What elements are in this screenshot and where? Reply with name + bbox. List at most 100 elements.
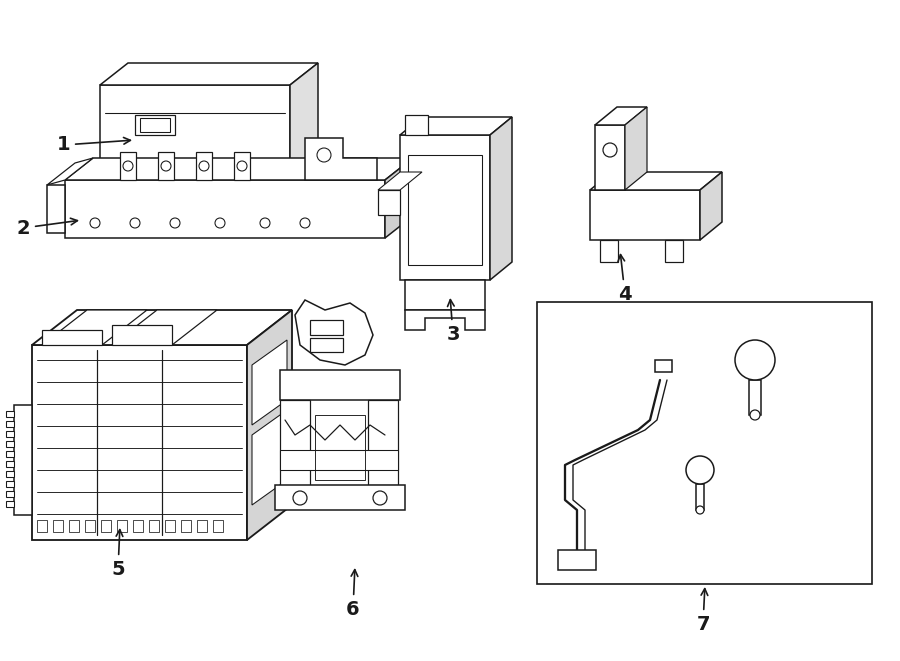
Polygon shape (490, 117, 512, 280)
Polygon shape (378, 172, 422, 190)
Polygon shape (14, 405, 32, 515)
Text: 4: 4 (618, 254, 632, 304)
Polygon shape (112, 325, 172, 345)
Polygon shape (6, 431, 14, 437)
Polygon shape (117, 520, 127, 532)
Polygon shape (6, 481, 14, 487)
Polygon shape (665, 240, 683, 262)
Text: 6: 6 (346, 570, 360, 619)
Polygon shape (65, 180, 385, 238)
Polygon shape (275, 485, 405, 510)
Polygon shape (37, 520, 47, 532)
Polygon shape (101, 520, 111, 532)
Polygon shape (6, 501, 14, 507)
Circle shape (300, 218, 310, 228)
Text: 2: 2 (16, 218, 77, 237)
Polygon shape (247, 310, 292, 540)
Polygon shape (590, 172, 722, 190)
Polygon shape (6, 461, 14, 467)
Circle shape (170, 218, 180, 228)
Polygon shape (42, 310, 147, 345)
Polygon shape (165, 520, 175, 532)
Polygon shape (558, 550, 596, 570)
Polygon shape (310, 338, 343, 352)
Circle shape (237, 161, 247, 171)
Polygon shape (158, 152, 174, 180)
Polygon shape (600, 240, 618, 262)
Polygon shape (112, 310, 217, 345)
Circle shape (696, 506, 704, 514)
Circle shape (260, 218, 270, 228)
Polygon shape (749, 380, 761, 415)
Polygon shape (252, 340, 287, 425)
Polygon shape (6, 421, 14, 427)
Polygon shape (590, 190, 700, 240)
Polygon shape (100, 63, 318, 85)
Circle shape (735, 340, 775, 380)
Polygon shape (408, 155, 482, 265)
Polygon shape (625, 107, 647, 190)
Circle shape (317, 148, 331, 162)
Polygon shape (133, 520, 143, 532)
Polygon shape (400, 117, 512, 135)
Polygon shape (295, 300, 373, 365)
Polygon shape (181, 520, 191, 532)
Polygon shape (700, 172, 722, 240)
Circle shape (161, 161, 171, 171)
Circle shape (90, 218, 100, 228)
Polygon shape (305, 138, 377, 180)
Polygon shape (47, 185, 65, 233)
Polygon shape (149, 520, 159, 532)
Polygon shape (6, 411, 14, 417)
Polygon shape (6, 491, 14, 497)
Circle shape (130, 218, 140, 228)
Polygon shape (213, 520, 223, 532)
Polygon shape (197, 520, 207, 532)
Polygon shape (405, 310, 485, 330)
Polygon shape (53, 520, 63, 532)
Polygon shape (310, 320, 343, 335)
Circle shape (293, 491, 307, 505)
Polygon shape (32, 310, 292, 345)
Polygon shape (280, 370, 400, 400)
Polygon shape (405, 280, 485, 310)
Polygon shape (252, 410, 287, 505)
Circle shape (686, 456, 714, 484)
Polygon shape (280, 450, 398, 470)
Polygon shape (405, 115, 428, 135)
Polygon shape (6, 441, 14, 447)
Text: 7: 7 (697, 589, 710, 634)
Circle shape (603, 143, 617, 157)
Polygon shape (595, 107, 647, 125)
Polygon shape (140, 118, 170, 132)
Polygon shape (47, 158, 93, 185)
Polygon shape (280, 400, 310, 490)
Polygon shape (368, 400, 398, 485)
Polygon shape (595, 125, 625, 190)
Polygon shape (120, 152, 136, 180)
Circle shape (123, 161, 133, 171)
Polygon shape (65, 158, 413, 180)
Polygon shape (100, 85, 290, 170)
Text: 3: 3 (446, 299, 460, 344)
Polygon shape (42, 330, 102, 345)
Polygon shape (537, 302, 872, 584)
Circle shape (750, 410, 760, 420)
Circle shape (373, 491, 387, 505)
Polygon shape (69, 520, 79, 532)
Polygon shape (400, 135, 490, 280)
Text: 1: 1 (57, 136, 130, 155)
Polygon shape (6, 451, 14, 457)
Polygon shape (85, 520, 95, 532)
Polygon shape (385, 158, 413, 238)
Polygon shape (378, 190, 400, 215)
Polygon shape (196, 152, 212, 180)
Polygon shape (290, 63, 318, 170)
Circle shape (199, 161, 209, 171)
Polygon shape (135, 115, 175, 135)
Circle shape (215, 218, 225, 228)
Polygon shape (234, 152, 250, 180)
Text: 5: 5 (112, 529, 125, 579)
Polygon shape (696, 484, 704, 510)
Polygon shape (655, 360, 672, 372)
